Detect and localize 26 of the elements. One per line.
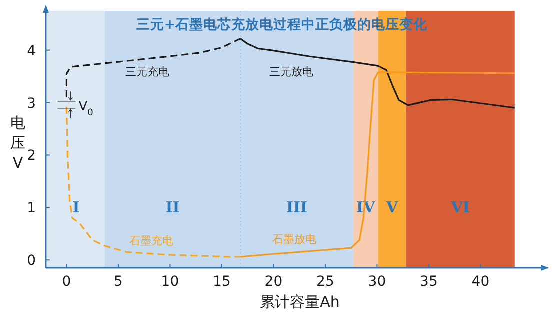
y-tick-label: 3 bbox=[27, 96, 36, 112]
x-tick-label: 35 bbox=[420, 274, 438, 290]
annotation: V$_{0}$ bbox=[78, 99, 94, 118]
band-label: II bbox=[166, 198, 180, 217]
series-label: 石墨放电 bbox=[272, 232, 316, 246]
x-tick-label: 40 bbox=[472, 274, 490, 290]
series-label: 三元充电 bbox=[125, 66, 170, 79]
x-axis-title: 累计容量Ah bbox=[260, 293, 340, 311]
band-label: V bbox=[385, 198, 398, 217]
x-tick-label: 0 bbox=[62, 274, 72, 290]
band-label: I bbox=[72, 198, 80, 217]
x-tick-label: 30 bbox=[368, 274, 386, 290]
band-label: VI bbox=[450, 198, 470, 217]
y-tick-label: 1 bbox=[27, 200, 36, 217]
x-tick-label: 5 bbox=[114, 274, 123, 290]
y-axis-title: 电压V bbox=[10, 114, 26, 172]
series-label: 石墨充电 bbox=[130, 234, 174, 248]
series-label: 三元放电 bbox=[269, 66, 314, 79]
y-tick-label: 0 bbox=[27, 253, 36, 270]
x-tick-label: 25 bbox=[316, 274, 334, 290]
y-tick-label: 2 bbox=[27, 148, 36, 164]
band-label: III bbox=[286, 198, 308, 217]
y-tick-label: 4 bbox=[27, 43, 36, 60]
x-tick-label: 15 bbox=[213, 274, 231, 290]
x-tick-label: 10 bbox=[161, 274, 180, 290]
x-tick-label: 20 bbox=[264, 274, 283, 290]
